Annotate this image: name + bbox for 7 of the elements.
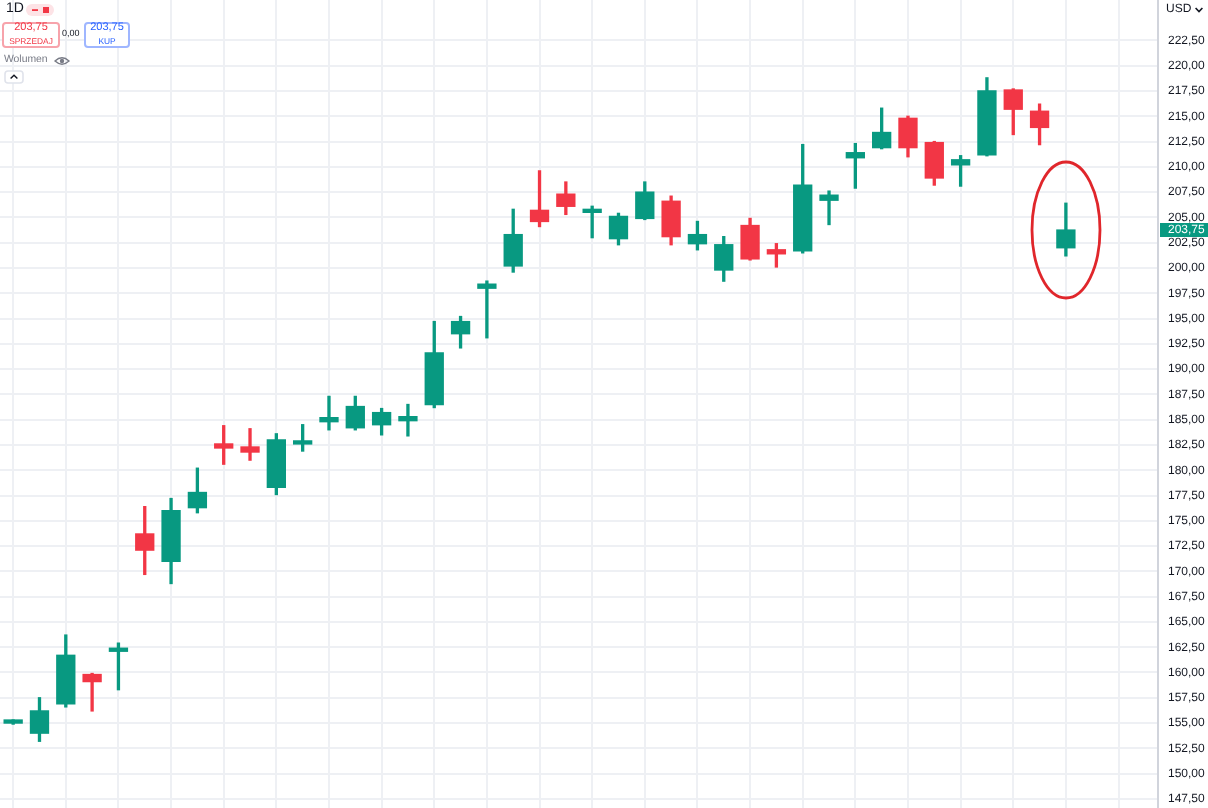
- candlestick: [240, 428, 260, 461]
- candlestick: [477, 280, 497, 339]
- candlestick: [819, 190, 839, 226]
- candlestick: [398, 403, 418, 437]
- candlestick: [319, 395, 339, 431]
- candlestick: [582, 205, 602, 239]
- candlestick: [82, 672, 102, 712]
